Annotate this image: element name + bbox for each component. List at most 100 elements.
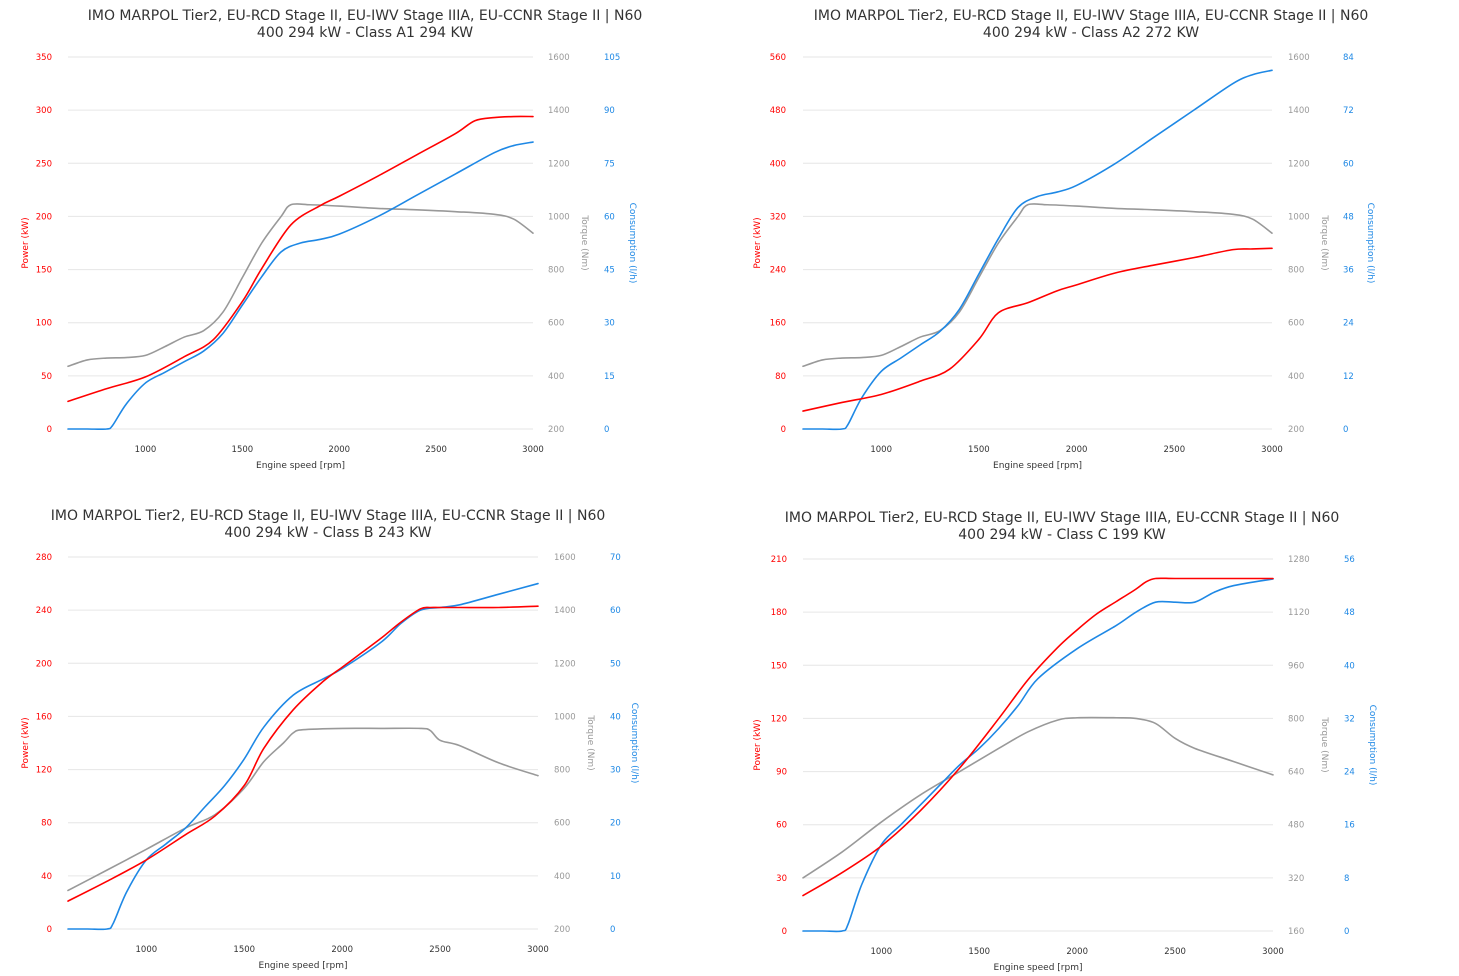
- power-tick-label: 200: [36, 659, 52, 669]
- chart-svg: IMO MARPOL Tier2, EU-RCD Stage II, EU-IW…: [21, 508, 639, 971]
- power-axis-title: Power (kW): [753, 719, 763, 770]
- consumption-tick-label: 56: [1344, 555, 1355, 565]
- torque-tick-label: 200: [554, 925, 570, 935]
- torque-tick-label: 1280: [1288, 555, 1310, 565]
- consumption-axis-title: Consumption (l/h): [627, 203, 637, 284]
- consumption-tick-label: 75: [604, 159, 615, 169]
- power-series-line: [802, 577, 1274, 897]
- power-tick-label: 400: [770, 159, 786, 169]
- power-tick-label: 250: [36, 159, 52, 169]
- consumption-series-line: [802, 69, 1273, 431]
- torque-tick-label: 400: [1288, 372, 1304, 382]
- consumption-tick-label: 30: [610, 766, 621, 776]
- torque-tick-label: 480: [1288, 821, 1304, 831]
- torque-tick-label: 600: [554, 819, 570, 829]
- torque-tick-label: 160: [1288, 927, 1304, 937]
- power-tick-label: 480: [770, 106, 786, 116]
- x-axis-title: Engine speed [rpm]: [259, 961, 348, 971]
- power-tick-label: 150: [771, 661, 787, 671]
- power-tick-label: 0: [47, 425, 52, 435]
- torque-tick-label: 1400: [548, 106, 570, 116]
- power-tick-label: 240: [36, 606, 52, 616]
- power-series-line: [67, 115, 534, 403]
- consumption-tick-label: 30: [604, 319, 615, 329]
- chart-title-line2: 400 294 kW - Class C 199 KW: [958, 527, 1166, 543]
- power-tick-label: 320: [770, 212, 786, 222]
- chart-panel-c: IMO MARPOL Tier2, EU-RCD Stage II, EU-IW…: [730, 500, 1459, 976]
- torque-tick-label: 1120: [1288, 608, 1310, 618]
- x-tick-label: 2000: [331, 945, 353, 955]
- x-tick-label: 3000: [1261, 445, 1283, 455]
- power-tick-label: 180: [771, 608, 787, 618]
- power-tick-label: 0: [782, 927, 787, 937]
- power-tick-label: 160: [36, 712, 52, 722]
- power-axis-title: Power (kW): [21, 717, 31, 768]
- torque-tick-label: 800: [1288, 714, 1304, 724]
- torque-tick-label: 800: [548, 266, 564, 276]
- consumption-tick-label: 0: [1343, 425, 1348, 435]
- x-tick-label: 3000: [522, 445, 544, 455]
- torque-series-line: [67, 727, 539, 892]
- x-tick-label: 2500: [1163, 445, 1185, 455]
- power-series-line: [67, 605, 539, 902]
- chart-panel-a2: IMO MARPOL Tier2, EU-RCD Stage II, EU-IW…: [730, 0, 1459, 488]
- torque-tick-label: 1200: [1288, 159, 1310, 169]
- torque-tick-label: 200: [548, 425, 564, 435]
- x-tick-label: 1500: [968, 947, 990, 957]
- torque-tick-label: 640: [1288, 768, 1304, 778]
- consumption-tick-label: 32: [1344, 714, 1355, 724]
- consumption-series-line: [802, 578, 1274, 933]
- consumption-tick-label: 20: [610, 819, 621, 829]
- torque-axis-title: Torque (Nm): [1319, 716, 1329, 772]
- consumption-tick-label: 40: [610, 712, 621, 722]
- chart-title-line2: 400 294 kW - Class A1 294 KW: [257, 25, 473, 41]
- consumption-tick-label: 70: [610, 553, 621, 563]
- consumption-tick-label: 16: [1344, 821, 1355, 831]
- power-tick-label: 200: [36, 212, 52, 222]
- torque-tick-label: 1400: [1288, 106, 1310, 116]
- torque-tick-label: 1200: [554, 659, 576, 669]
- consumption-tick-label: 0: [604, 425, 609, 435]
- power-axis-title: Power (kW): [753, 217, 763, 268]
- chart-title-line2: 400 294 kW - Class B 243 KW: [224, 525, 431, 541]
- consumption-tick-label: 105: [604, 53, 620, 63]
- consumption-tick-label: 72: [1343, 106, 1354, 116]
- consumption-tick-label: 0: [610, 925, 615, 935]
- power-tick-label: 0: [781, 425, 786, 435]
- x-axis-title: Engine speed [rpm]: [256, 461, 345, 471]
- chart-title-line1: IMO MARPOL Tier2, EU-RCD Stage II, EU-IW…: [814, 8, 1369, 24]
- torque-tick-label: 1600: [1288, 53, 1310, 63]
- torque-tick-label: 1000: [554, 712, 576, 722]
- power-tick-label: 100: [36, 319, 52, 329]
- consumption-tick-label: 12: [1343, 372, 1354, 382]
- chart-title-line1: IMO MARPOL Tier2, EU-RCD Stage II, EU-IW…: [88, 8, 643, 24]
- torque-tick-label: 800: [1288, 266, 1304, 276]
- power-tick-label: 50: [41, 372, 52, 382]
- power-tick-label: 60: [776, 821, 787, 831]
- consumption-tick-label: 45: [604, 266, 615, 276]
- x-axis-title: Engine speed [rpm]: [994, 963, 1083, 973]
- x-axis-title: Engine speed [rpm]: [993, 461, 1082, 471]
- x-tick-label: 1500: [233, 945, 255, 955]
- x-tick-label: 1500: [232, 445, 254, 455]
- torque-series-line: [802, 203, 1273, 368]
- consumption-series-line: [67, 141, 534, 431]
- power-tick-label: 0: [47, 925, 52, 935]
- torque-tick-label: 1200: [548, 159, 570, 169]
- power-tick-label: 40: [41, 872, 52, 882]
- torque-series-line: [802, 716, 1274, 879]
- x-tick-label: 2500: [429, 945, 451, 955]
- consumption-tick-label: 0: [1344, 927, 1349, 937]
- power-tick-label: 90: [776, 768, 787, 778]
- torque-axis-title: Torque (Nm): [585, 714, 595, 770]
- torque-tick-label: 1600: [548, 53, 570, 63]
- x-tick-label: 2000: [1066, 947, 1088, 957]
- power-tick-label: 120: [771, 714, 787, 724]
- power-tick-label: 30: [776, 874, 787, 884]
- consumption-tick-label: 48: [1344, 608, 1355, 618]
- power-tick-label: 560: [770, 53, 786, 63]
- x-tick-label: 2500: [1164, 947, 1186, 957]
- power-tick-label: 210: [771, 555, 787, 565]
- x-tick-label: 2000: [328, 445, 350, 455]
- x-tick-label: 1000: [135, 445, 157, 455]
